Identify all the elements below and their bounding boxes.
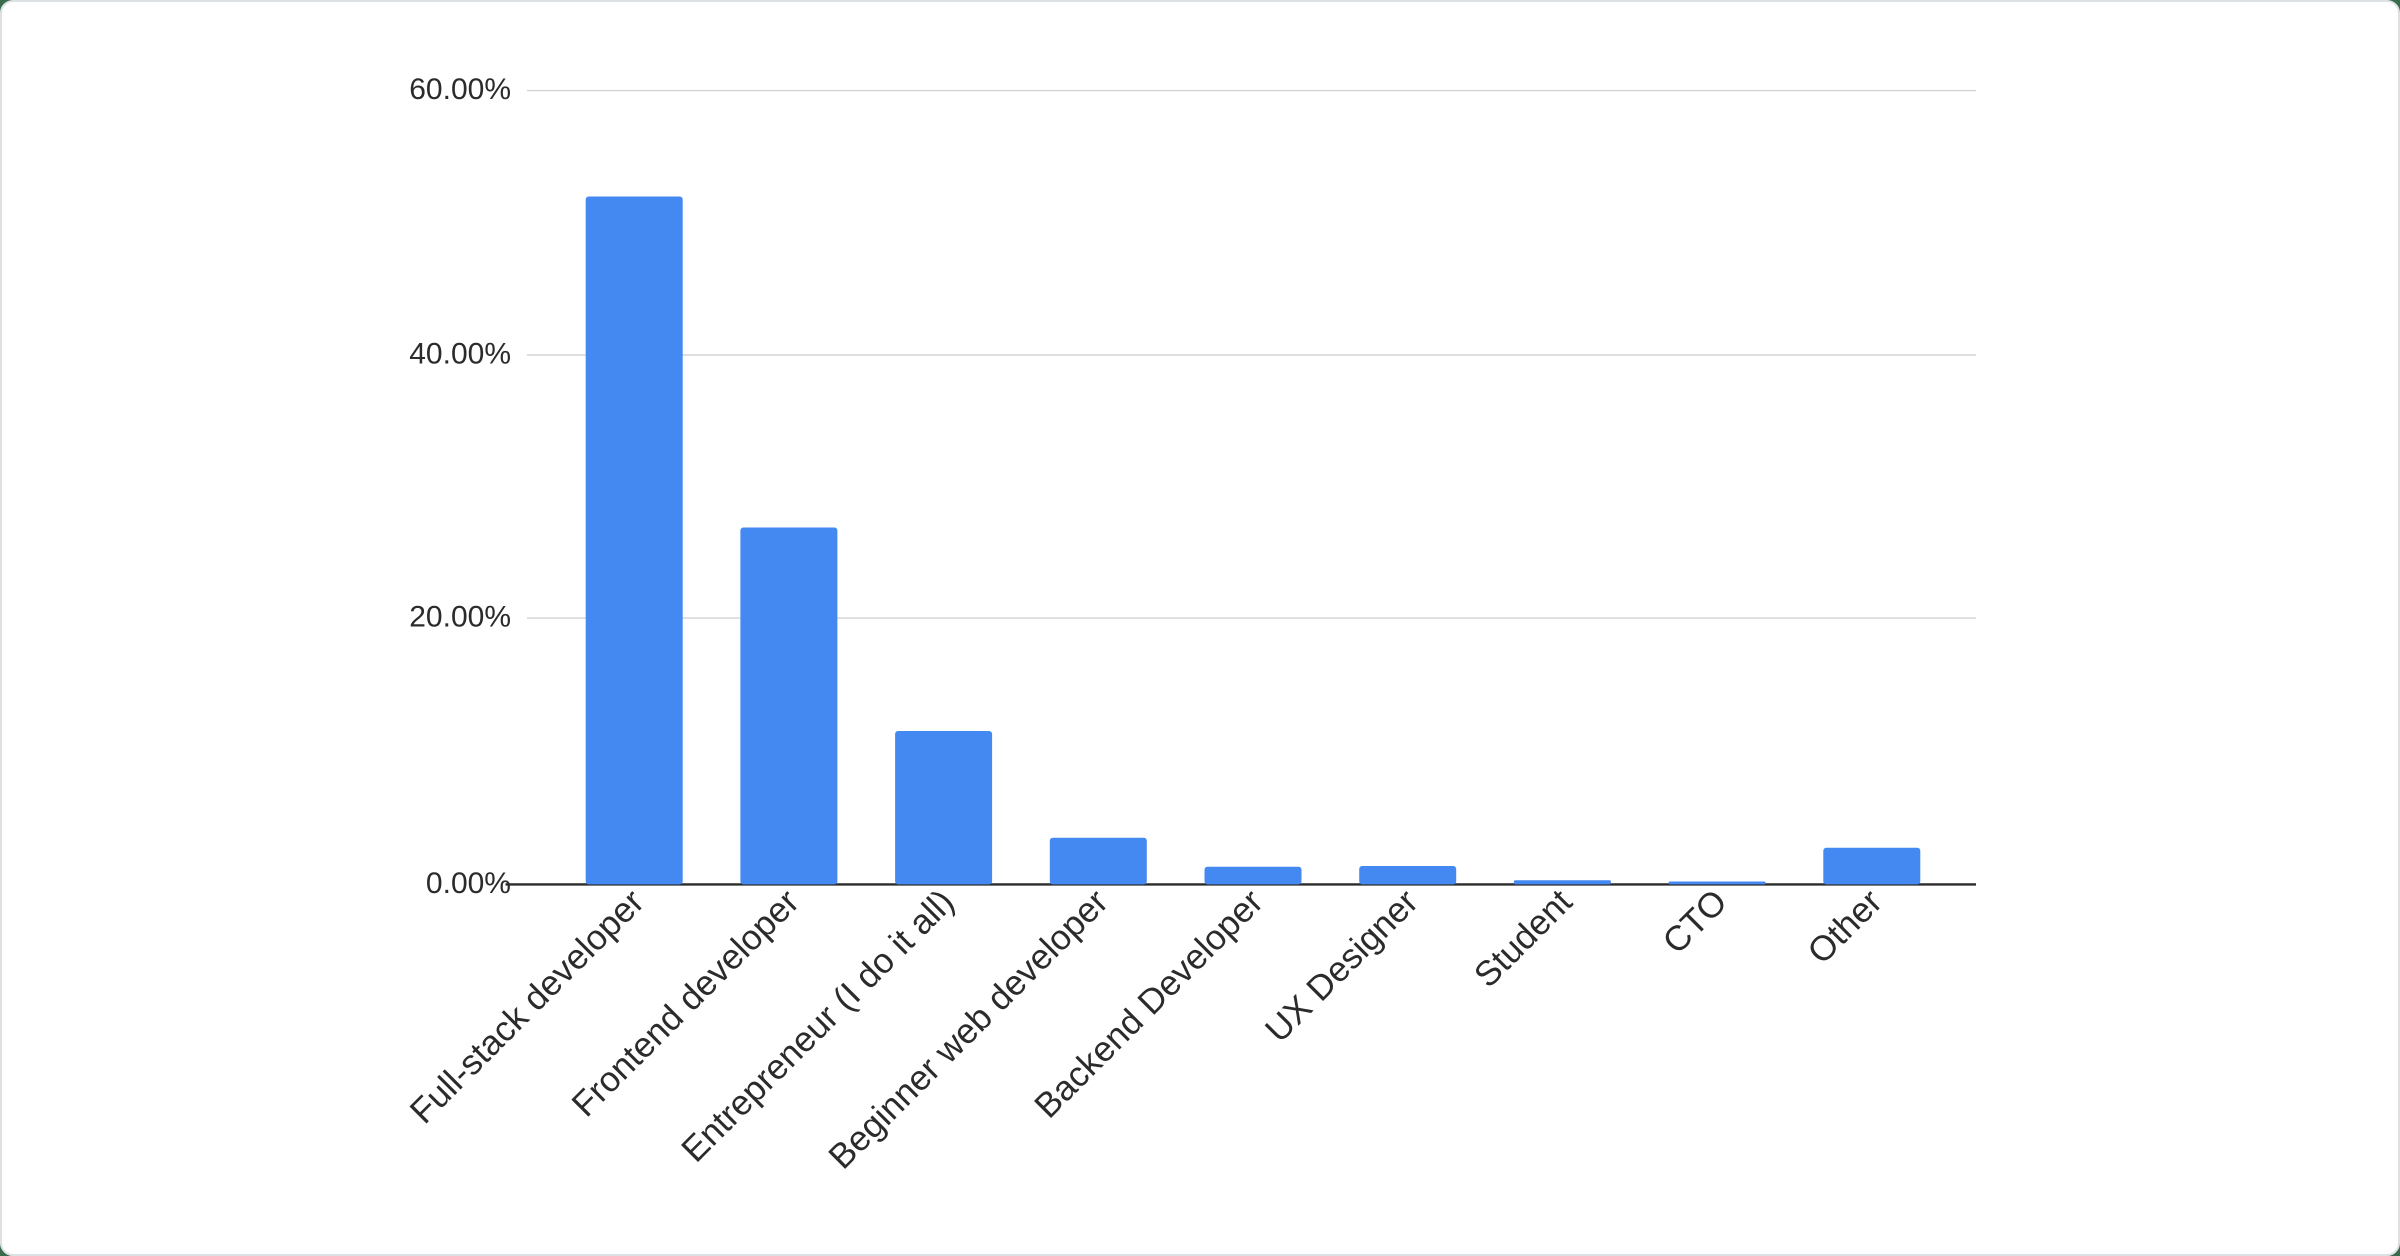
svg-text:Beginner web developer: Beginner web developer [821, 882, 1116, 1177]
svg-text:UX Designer: UX Designer [1258, 882, 1426, 1050]
svg-text:0.00%: 0.00% [426, 867, 511, 900]
svg-text:40.00%: 40.00% [409, 338, 511, 371]
svg-text:CTO: CTO [1655, 882, 1734, 961]
svg-text:Other: Other [1800, 882, 1890, 972]
svg-text:Student: Student [1467, 882, 1580, 995]
svg-text:Entrepreneur (I do it all): Entrepreneur (I do it all) [674, 882, 962, 1170]
svg-text:20.00%: 20.00% [409, 601, 511, 634]
svg-text:60.00%: 60.00% [409, 73, 511, 106]
